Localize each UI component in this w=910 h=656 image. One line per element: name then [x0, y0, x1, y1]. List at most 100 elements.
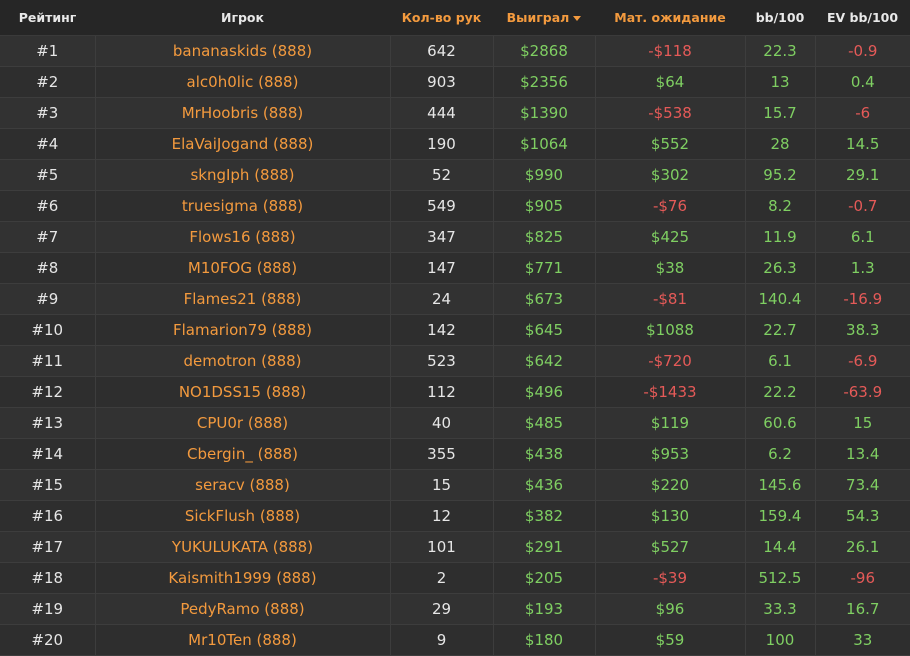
player-link[interactable]: skngIph (888)	[95, 159, 391, 191]
player-link[interactable]: truesigma (888)	[95, 190, 391, 222]
evbb100-cell: -0.7	[815, 190, 910, 222]
caret-down-icon	[573, 15, 582, 21]
column-header-ev[interactable]: Мат. ожидание	[595, 0, 745, 36]
table-row: #5 skngIph (888) 52 $990 $302 95.2 29.1	[0, 159, 910, 191]
hands-cell: 2	[390, 562, 494, 594]
player-link[interactable]: Mr10Ten (888)	[95, 624, 391, 656]
player-link[interactable]: M10FOG (888)	[95, 252, 391, 284]
table-row: #1 bananaskids (888) 642 $2868 -$118 22.3 -0.9	[0, 35, 910, 67]
player-link[interactable]: NO1DSS15 (888)	[95, 376, 391, 408]
evbb100-cell: -16.9	[815, 283, 910, 315]
rank-cell: #15	[0, 469, 96, 501]
won-cell: $673	[493, 283, 596, 315]
evbb100-cell: -6	[815, 97, 910, 129]
won-cell: $496	[493, 376, 596, 408]
bb100-cell: 22.7	[745, 314, 816, 346]
column-header-player[interactable]: Игрок	[95, 0, 390, 36]
hands-cell: 15	[390, 469, 494, 501]
bb100-cell: 95.2	[745, 159, 816, 191]
player-link[interactable]: seracv (888)	[95, 469, 391, 501]
won-cell: $2868	[493, 35, 596, 67]
table-row: #2 alc0h0lic (888) 903 $2356 $64 13 0.4	[0, 66, 910, 98]
bb100-cell: 28	[745, 128, 816, 160]
rank-cell: #18	[0, 562, 96, 594]
column-header-won[interactable]: Выиграл	[493, 0, 595, 36]
won-cell: $990	[493, 159, 596, 191]
evbb100-cell: 38.3	[815, 314, 910, 346]
player-link[interactable]: bananaskids (888)	[95, 35, 391, 67]
table-row: #4 ElaVaiJogand (888) 190 $1064 $552 28 14.5	[0, 128, 910, 160]
player-link[interactable]: Kaismith1999 (888)	[95, 562, 391, 594]
won-cell: $485	[493, 407, 596, 439]
rank-cell: #7	[0, 221, 96, 253]
won-cell: $436	[493, 469, 596, 501]
won-cell: $1064	[493, 128, 596, 160]
rank-cell: #14	[0, 438, 96, 470]
hands-cell: 40	[390, 407, 494, 439]
won-cell: $193	[493, 593, 596, 625]
rank-cell: #3	[0, 97, 96, 129]
table-row: #12 NO1DSS15 (888) 112 $496 -$1433 22.2 -63.9	[0, 376, 910, 408]
ev-cell: -$720	[595, 345, 746, 377]
player-link[interactable]: CPU0r (888)	[95, 407, 391, 439]
player-link[interactable]: YUKULUKATA (888)	[95, 531, 391, 563]
evbb100-cell: -96	[815, 562, 910, 594]
column-header-bb100[interactable]: bb/100	[745, 0, 815, 36]
ev-cell: $59	[595, 624, 746, 656]
table-row: #13 CPU0r (888) 40 $485 $119 60.6 15	[0, 407, 910, 439]
player-link[interactable]: SickFlush (888)	[95, 500, 391, 532]
ev-cell: $953	[595, 438, 746, 470]
bb100-cell: 6.2	[745, 438, 816, 470]
hands-cell: 24	[390, 283, 494, 315]
rank-cell: #6	[0, 190, 96, 222]
evbb100-cell: -63.9	[815, 376, 910, 408]
column-header-won-label: Выиграл	[506, 9, 570, 25]
evbb100-cell: 1.3	[815, 252, 910, 284]
bb100-cell: 145.6	[745, 469, 816, 501]
rank-cell: #9	[0, 283, 96, 315]
won-cell: $291	[493, 531, 596, 563]
hands-cell: 642	[390, 35, 494, 67]
player-link[interactable]: demotron (888)	[95, 345, 391, 377]
rank-cell: #5	[0, 159, 96, 191]
player-link[interactable]: ElaVaiJogand (888)	[95, 128, 391, 160]
table-row: #18 Kaismith1999 (888) 2 $205 -$39 512.5 -96	[0, 562, 910, 594]
column-header-evbb100[interactable]: EV bb/100	[815, 0, 910, 36]
column-header-hands[interactable]: Кол-во рук	[390, 0, 493, 36]
player-link[interactable]: PedyRamo (888)	[95, 593, 391, 625]
column-header-rank[interactable]: Рейтинг	[0, 0, 95, 36]
table-row: #8 M10FOG (888) 147 $771 $38 26.3 1.3	[0, 252, 910, 284]
ev-cell: -$538	[595, 97, 746, 129]
bb100-cell: 8.2	[745, 190, 816, 222]
table-row: #17 YUKULUKATA (888) 101 $291 $527 14.4 26.1	[0, 531, 910, 563]
player-link[interactable]: Flamarion79 (888)	[95, 314, 391, 346]
table-row: #9 Flames21 (888) 24 $673 -$81 140.4 -16.9	[0, 283, 910, 315]
player-link[interactable]: alc0h0lic (888)	[95, 66, 391, 98]
hands-cell: 444	[390, 97, 494, 129]
ev-cell: $130	[595, 500, 746, 532]
bb100-cell: 6.1	[745, 345, 816, 377]
table-row: #14 Cbergin_ (888) 355 $438 $953 6.2 13.4	[0, 438, 910, 470]
player-link[interactable]: MrHoobris (888)	[95, 97, 391, 129]
hands-cell: 549	[390, 190, 494, 222]
won-cell: $905	[493, 190, 596, 222]
evbb100-cell: 14.5	[815, 128, 910, 160]
bb100-cell: 26.3	[745, 252, 816, 284]
bb100-cell: 15.7	[745, 97, 816, 129]
ev-cell: $119	[595, 407, 746, 439]
table-row: #20 Mr10Ten (888) 9 $180 $59 100 33	[0, 624, 910, 656]
player-link[interactable]: Flames21 (888)	[95, 283, 391, 315]
won-cell: $180	[493, 624, 596, 656]
ev-cell: $1088	[595, 314, 746, 346]
hands-cell: 112	[390, 376, 494, 408]
hands-cell: 903	[390, 66, 494, 98]
won-cell: $438	[493, 438, 596, 470]
player-link[interactable]: Cbergin_ (888)	[95, 438, 391, 470]
evbb100-cell: 0.4	[815, 66, 910, 98]
player-link[interactable]: Flows16 (888)	[95, 221, 391, 253]
hands-cell: 101	[390, 531, 494, 563]
ev-cell: $527	[595, 531, 746, 563]
bb100-cell: 512.5	[745, 562, 816, 594]
evbb100-cell: 29.1	[815, 159, 910, 191]
